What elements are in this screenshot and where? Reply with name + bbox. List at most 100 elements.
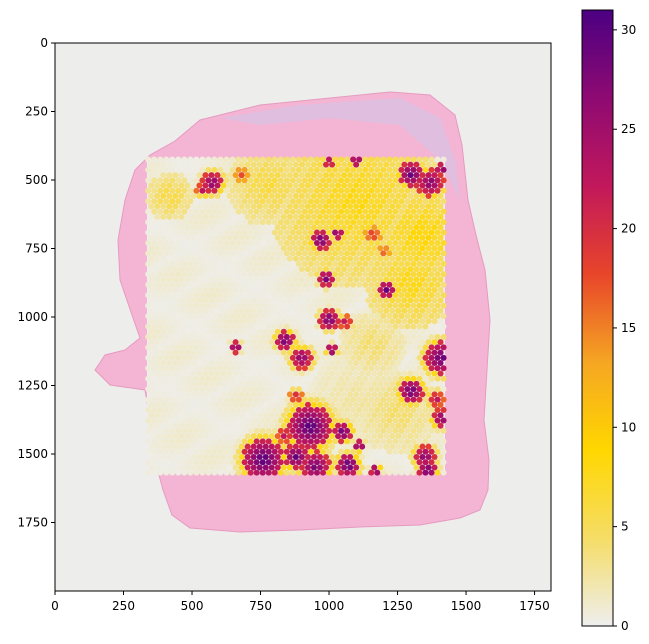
spot (211, 396, 218, 403)
spot (208, 266, 215, 273)
spot (232, 224, 239, 231)
spot (344, 333, 351, 340)
spot (235, 187, 242, 194)
spot (323, 360, 330, 367)
spot (172, 255, 179, 262)
spot (184, 255, 191, 262)
spot (145, 407, 152, 414)
spot (175, 260, 182, 267)
spot (356, 333, 363, 340)
spot (175, 354, 182, 361)
spot (193, 302, 200, 309)
spot (434, 208, 441, 215)
spot (241, 344, 248, 351)
spot (304, 401, 311, 408)
spot (223, 239, 230, 246)
spot (422, 427, 429, 434)
spot (313, 354, 320, 361)
spot (307, 407, 314, 414)
spot (326, 187, 333, 194)
spot (235, 333, 242, 340)
spot (262, 443, 269, 450)
spot (437, 234, 444, 241)
spot (220, 266, 227, 273)
spot (277, 427, 284, 434)
spot (250, 380, 257, 387)
spot (310, 182, 317, 189)
spot (422, 438, 429, 445)
spot (220, 380, 227, 387)
spot (283, 386, 290, 393)
spot (389, 380, 396, 387)
spot (386, 323, 393, 330)
spot (350, 417, 357, 424)
spot (154, 307, 161, 314)
spot (229, 459, 236, 466)
spot (289, 407, 296, 414)
spot (223, 469, 230, 476)
spot (326, 250, 333, 257)
spot (169, 375, 176, 382)
spot (434, 427, 441, 434)
spot (214, 234, 221, 241)
spot (323, 443, 330, 450)
spot (338, 166, 345, 173)
spot (289, 219, 296, 226)
spot (298, 276, 305, 283)
spot (223, 260, 230, 267)
spot (304, 391, 311, 398)
spot (380, 239, 387, 246)
spot (295, 177, 302, 184)
spot (277, 459, 284, 466)
spot (232, 286, 239, 293)
spot (238, 412, 245, 419)
spot (193, 448, 200, 455)
spot (220, 443, 227, 450)
spot (422, 396, 429, 403)
spot (428, 271, 435, 278)
spot (338, 417, 345, 424)
spot (356, 448, 363, 455)
spot (347, 422, 354, 429)
spot (154, 234, 161, 241)
spot (338, 469, 345, 476)
spot (238, 213, 245, 220)
spot (365, 213, 372, 220)
spot (380, 448, 387, 455)
spot (368, 250, 375, 257)
spot (398, 239, 405, 246)
spot (313, 448, 320, 455)
spot (362, 198, 369, 205)
spot (157, 271, 164, 278)
spot (172, 266, 179, 273)
spot (419, 245, 426, 252)
spot (232, 401, 239, 408)
spot (413, 318, 420, 325)
spot (280, 266, 287, 273)
spot (265, 344, 272, 351)
spot (386, 438, 393, 445)
spot (434, 166, 441, 173)
spot (226, 307, 233, 314)
spot (283, 156, 290, 163)
spot (283, 260, 290, 267)
spot (253, 302, 260, 309)
spot (440, 333, 447, 340)
spot (362, 156, 369, 163)
spot (223, 313, 230, 320)
spot (413, 401, 420, 408)
spot (151, 198, 158, 205)
spot (235, 229, 242, 236)
spot (289, 177, 296, 184)
spot (274, 234, 281, 241)
spot (440, 281, 447, 288)
spot (223, 459, 230, 466)
spot (253, 260, 260, 267)
spot (353, 286, 360, 293)
spot (187, 469, 194, 476)
spot (244, 464, 251, 471)
spot (371, 318, 378, 325)
spot (392, 260, 399, 267)
spot (277, 271, 284, 278)
spot (178, 172, 185, 179)
